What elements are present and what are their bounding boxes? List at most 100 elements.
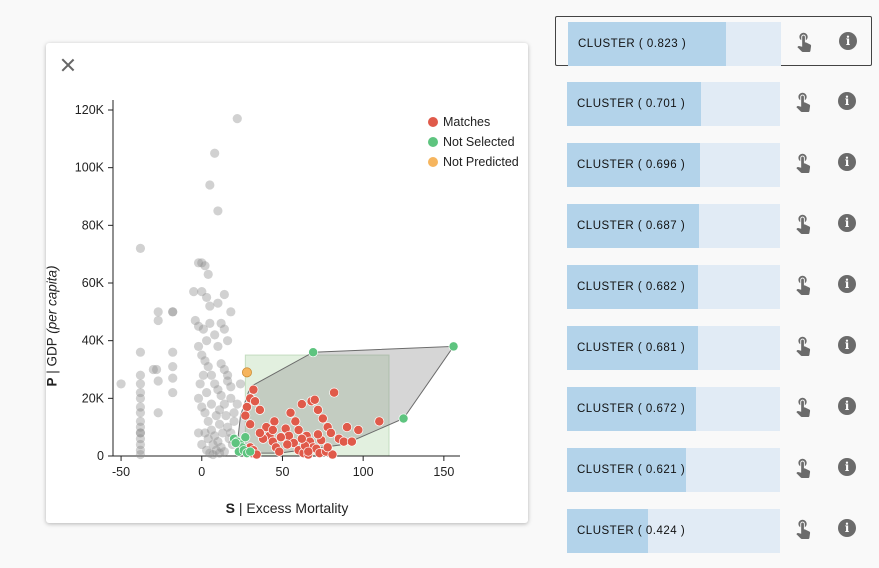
- hand-pointer-icon[interactable]: [792, 212, 814, 234]
- cluster-label: CLUSTER ( 0.696 ): [577, 159, 686, 171]
- cluster-score-bar[interactable]: CLUSTER ( 0.681 ): [567, 326, 780, 370]
- hand-pointer-icon[interactable]: [792, 273, 814, 295]
- cluster-row[interactable]: CLUSTER ( 0.621 ) i: [555, 443, 872, 493]
- hand-pointer-icon[interactable]: [792, 395, 814, 417]
- hand-pointer-icon[interactable]: [792, 517, 814, 539]
- cluster-row[interactable]: CLUSTER ( 0.424 ) i: [555, 504, 872, 554]
- data-point: [213, 385, 223, 395]
- cluster-row[interactable]: CLUSTER ( 0.687 ) i: [555, 199, 872, 249]
- info-icon[interactable]: i: [838, 92, 856, 110]
- data-point: [226, 307, 236, 317]
- info-icon[interactable]: i: [838, 458, 856, 476]
- cluster-score-bar[interactable]: CLUSTER ( 0.672 ): [567, 387, 780, 431]
- info-icon[interactable]: i: [838, 397, 856, 415]
- data-point: [135, 422, 146, 432]
- data-point: [275, 432, 286, 443]
- info-icon[interactable]: i: [839, 32, 857, 50]
- data-point: [353, 425, 364, 435]
- cluster-score-fill: [567, 265, 698, 309]
- y-tick-label: 60K: [82, 276, 105, 290]
- y-tick-label: 0: [97, 449, 104, 463]
- cluster-score-fill: [567, 143, 701, 187]
- hand-pointer-icon[interactable]: [792, 456, 814, 478]
- info-icon[interactable]: i: [838, 519, 856, 537]
- hand-pointer-icon[interactable]: [792, 90, 814, 112]
- hand-pointer-icon[interactable]: [792, 151, 814, 173]
- info-icon[interactable]: i: [838, 336, 856, 354]
- hand-pointer-icon[interactable]: [793, 30, 815, 52]
- info-icon[interactable]: i: [838, 275, 856, 293]
- data-point: [208, 449, 218, 460]
- data-point: [189, 287, 199, 297]
- x-tick-label: 50: [276, 465, 290, 479]
- cluster-score-bar[interactable]: CLUSTER ( 0.682 ): [567, 265, 780, 309]
- data-point: [116, 379, 126, 389]
- data-point: [214, 419, 225, 429]
- cluster-row[interactable]: CLUSTER ( 0.823 ) i: [555, 16, 872, 66]
- cluster-row[interactable]: CLUSTER ( 0.672 ) i: [555, 382, 872, 432]
- data-point: [200, 408, 210, 418]
- cluster-score-fill: [568, 22, 726, 66]
- x-tick-label: 150: [433, 465, 454, 479]
- data-point: [285, 407, 296, 418]
- data-point: [322, 442, 333, 453]
- cluster-row[interactable]: CLUSTER ( 0.696 ) i: [555, 138, 872, 188]
- cluster-score-bar[interactable]: CLUSTER ( 0.687 ): [567, 204, 780, 248]
- data-point: [135, 393, 146, 403]
- data-point: [267, 425, 278, 435]
- cluster-score-fill: [567, 387, 696, 431]
- info-icon[interactable]: i: [838, 214, 856, 232]
- data-point: [254, 427, 265, 438]
- x-tick-label: 100: [353, 465, 374, 479]
- data-point: [313, 404, 323, 415]
- cluster-row[interactable]: CLUSTER ( 0.682 ) i: [555, 260, 872, 310]
- data-point: [254, 404, 265, 415]
- x-axis-label: S | Excess Mortality: [225, 500, 349, 516]
- x-tick-label: 0: [198, 465, 205, 479]
- data-point: [135, 387, 146, 398]
- data-point: [317, 413, 328, 424]
- cluster-label: CLUSTER ( 0.682 ): [577, 281, 686, 293]
- data-point: [153, 315, 163, 326]
- cluster-score-fill: [567, 509, 649, 553]
- data-point: [214, 405, 225, 415]
- cluster-score-bar[interactable]: CLUSTER ( 0.424 ): [567, 509, 780, 553]
- data-point: [290, 416, 301, 427]
- data-point: [269, 416, 280, 427]
- hand-pointer-icon[interactable]: [792, 334, 814, 356]
- data-point: [229, 416, 239, 426]
- data-point: [193, 393, 204, 403]
- data-point: [135, 434, 146, 444]
- data-point: [193, 321, 204, 331]
- cluster-score-bar[interactable]: CLUSTER ( 0.701 ): [567, 82, 780, 126]
- data-point: [135, 402, 146, 412]
- legend-swatch: [428, 137, 438, 147]
- data-point: [216, 359, 226, 369]
- data-point: [219, 364, 229, 375]
- legend-item: Matches: [428, 112, 519, 132]
- cluster-row[interactable]: CLUSTER ( 0.681 ) i: [555, 321, 872, 371]
- data-point: [216, 390, 226, 401]
- data-point: [168, 362, 178, 372]
- cluster-row[interactable]: CLUSTER ( 0.701 ) i: [555, 77, 872, 127]
- data-point: [309, 394, 320, 405]
- data-point: [190, 315, 200, 326]
- legend-label: Not Predicted: [443, 155, 519, 169]
- data-point: [222, 336, 233, 346]
- data-point: [282, 439, 293, 450]
- cluster-score-bar[interactable]: CLUSTER ( 0.621 ): [567, 448, 780, 492]
- data-point: [308, 347, 319, 358]
- data-point: [216, 442, 226, 452]
- data-point: [168, 387, 178, 398]
- data-point: [218, 428, 228, 438]
- data-point: [213, 206, 223, 216]
- cluster-score-fill: [567, 204, 699, 248]
- cluster-score-bar[interactable]: CLUSTER ( 0.823 ): [568, 22, 781, 66]
- data-point: [135, 370, 146, 380]
- data-point: [245, 446, 256, 457]
- cluster-label: CLUSTER ( 0.681 ): [577, 342, 686, 354]
- data-point: [245, 419, 256, 430]
- scatter-plot[interactable]: 0 20K 40K 60K 80K 100K 120K -50 0 50 100 150: [46, 43, 528, 523]
- info-icon[interactable]: i: [838, 153, 856, 171]
- cluster-score-bar[interactable]: CLUSTER ( 0.696 ): [567, 143, 780, 187]
